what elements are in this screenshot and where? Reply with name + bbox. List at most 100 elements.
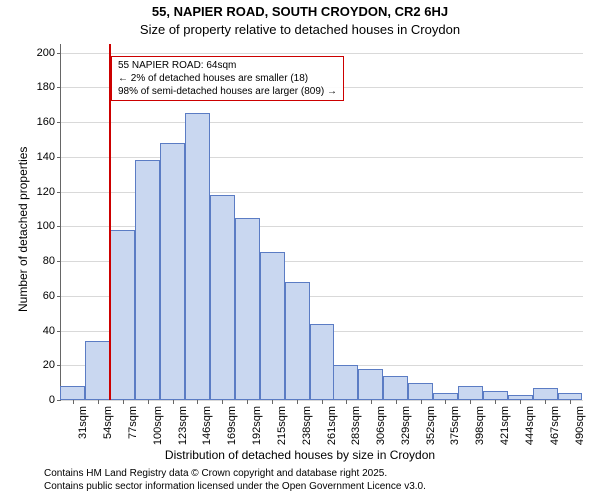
xtick-label: 54sqm [102,406,114,439]
histogram-bar [85,341,110,400]
xtick-mark [371,400,372,404]
annotation-line-1: 55 NAPIER ROAD: 64sqm [118,59,337,72]
histogram-bar [433,393,458,400]
xtick-mark [396,400,397,404]
ytick-mark [57,365,61,366]
grid-line [61,53,583,54]
ytick-mark [57,87,61,88]
xtick-mark [470,400,471,404]
xtick-mark [520,400,521,404]
chart-subtitle: Size of property relative to detached ho… [0,22,600,37]
xtick-mark [173,400,174,404]
xtick-label: 77sqm [127,406,139,439]
xtick-mark [421,400,422,404]
xtick-mark [73,400,74,404]
xtick-label: 123sqm [177,406,189,445]
annotation-line-2: ← 2% of detached houses are smaller (18) [118,72,337,85]
y-axis-label: Number of detached properties [16,147,30,312]
xtick-label: 215sqm [276,406,288,445]
xtick-label: 352sqm [425,406,437,445]
ytick-label: 120 [37,186,55,198]
xtick-mark [123,400,124,404]
plot-area: 02040608010012014016018020031sqm54sqm77s… [60,44,583,401]
xtick-label: 375sqm [449,406,461,445]
histogram-bar [110,230,135,400]
xtick-label: 421sqm [499,406,511,445]
histogram-bar [285,282,310,400]
ytick-mark [57,157,61,158]
xtick-mark [445,400,446,404]
xtick-mark [222,400,223,404]
xtick-label: 261sqm [326,406,338,445]
footnote: Contains HM Land Registry data © Crown c… [44,468,426,493]
xtick-label: 329sqm [400,406,412,445]
ytick-label: 200 [37,47,55,59]
xtick-label: 100sqm [152,406,164,445]
reference-annotation: 55 NAPIER ROAD: 64sqm ← 2% of detached h… [111,56,344,101]
xtick-mark [98,400,99,404]
histogram-bar [558,393,583,400]
grid-line [61,122,583,123]
histogram-bar [235,218,260,400]
xtick-label: 490sqm [574,406,586,445]
xtick-label: 31sqm [77,406,89,439]
xtick-label: 444sqm [524,406,536,445]
ytick-label: 40 [43,325,55,337]
histogram-bar [210,195,235,400]
xtick-label: 146sqm [201,406,213,445]
xtick-mark [297,400,298,404]
histogram-bar [483,391,508,400]
xtick-mark [247,400,248,404]
ytick-label: 0 [49,394,55,406]
xtick-label: 192sqm [251,406,263,445]
ytick-mark [57,331,61,332]
ytick-mark [57,226,61,227]
xtick-mark [346,400,347,404]
ytick-label: 20 [43,359,55,371]
ytick-mark [57,53,61,54]
histogram-bar [333,365,358,400]
histogram-bar [135,160,160,400]
annotation-line-3: 98% of semi-detached houses are larger (… [118,85,337,98]
histogram-bar [260,252,285,400]
footnote-line-1: Contains HM Land Registry data © Crown c… [44,468,426,481]
histogram-bar [185,113,210,400]
xtick-mark [495,400,496,404]
ytick-mark [57,296,61,297]
ytick-label: 140 [37,151,55,163]
xtick-label: 467sqm [549,406,561,445]
xtick-mark [545,400,546,404]
chart-title: 55, NAPIER ROAD, SOUTH CROYDON, CR2 6HJ [0,4,600,19]
histogram-bar [60,386,85,400]
xtick-mark [272,400,273,404]
xtick-label: 238sqm [301,406,313,445]
ytick-label: 100 [37,220,55,232]
xtick-label: 169sqm [226,406,238,445]
xtick-mark [570,400,571,404]
histogram-bar [358,369,383,400]
histogram-bar [310,324,335,400]
ytick-label: 80 [43,255,55,267]
grid-line [61,157,583,158]
ytick-mark [57,192,61,193]
x-axis-label: Distribution of detached houses by size … [0,448,600,462]
ytick-mark [57,261,61,262]
histogram-bar [408,383,433,400]
xtick-label: 283sqm [350,406,362,445]
ytick-mark [57,122,61,123]
xtick-mark [148,400,149,404]
ytick-label: 180 [37,81,55,93]
ytick-mark [57,400,61,401]
ytick-label: 60 [43,290,55,302]
chart-container: 55, NAPIER ROAD, SOUTH CROYDON, CR2 6HJ … [0,0,600,500]
ytick-label: 160 [37,116,55,128]
xtick-label: 306sqm [375,406,387,445]
histogram-bar [533,388,558,400]
xtick-label: 398sqm [474,406,486,445]
footnote-line-2: Contains public sector information licen… [44,481,426,494]
xtick-mark [197,400,198,404]
histogram-bar [160,143,185,400]
histogram-bar [458,386,483,400]
xtick-mark [322,400,323,404]
histogram-bar [383,376,408,400]
